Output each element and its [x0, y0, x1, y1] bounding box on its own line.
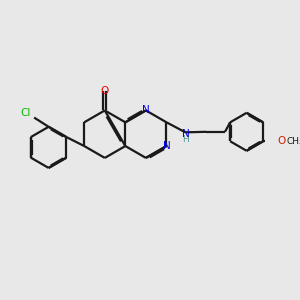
Text: CH₃: CH₃ — [286, 137, 300, 146]
Text: O: O — [278, 136, 286, 146]
Text: N: N — [182, 129, 189, 139]
Text: N: N — [163, 141, 170, 151]
Text: N: N — [142, 105, 150, 116]
Text: Cl: Cl — [20, 108, 31, 118]
Text: O: O — [101, 86, 109, 97]
Text: H: H — [182, 135, 189, 144]
